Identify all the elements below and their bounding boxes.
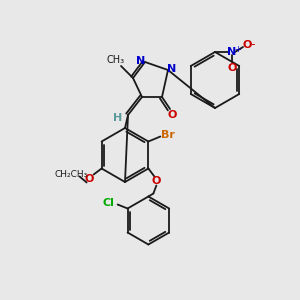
Text: CH₂CH₃: CH₂CH₃	[55, 170, 88, 179]
Text: O: O	[167, 110, 177, 120]
Text: H: H	[113, 113, 123, 123]
Text: O: O	[85, 175, 94, 184]
Text: Cl: Cl	[103, 197, 115, 208]
Text: O: O	[242, 40, 252, 50]
Text: N: N	[227, 47, 237, 57]
Text: -: -	[251, 38, 255, 52]
Text: N: N	[136, 56, 146, 66]
Text: O: O	[227, 63, 237, 73]
Text: N: N	[167, 64, 177, 74]
Text: CH₃: CH₃	[107, 55, 125, 65]
Text: O: O	[152, 176, 161, 187]
Text: Br: Br	[161, 130, 175, 140]
Text: +: +	[235, 46, 242, 55]
